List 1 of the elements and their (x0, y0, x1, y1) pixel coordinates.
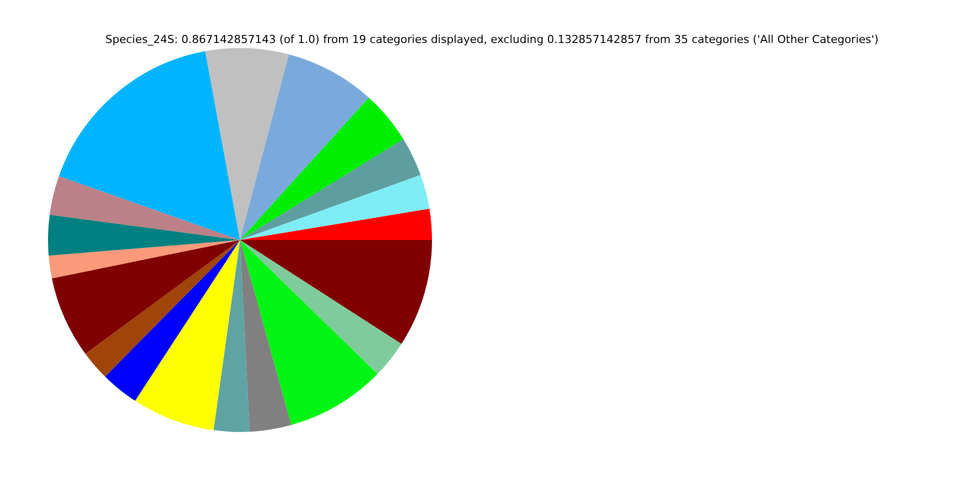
text: Species_24S: 0.867142857143 (of 1.0) from 19 categories displayed, excluding 0.132857142857 from 35 categories ('All Other Categories') (104, 33, 880, 46)
